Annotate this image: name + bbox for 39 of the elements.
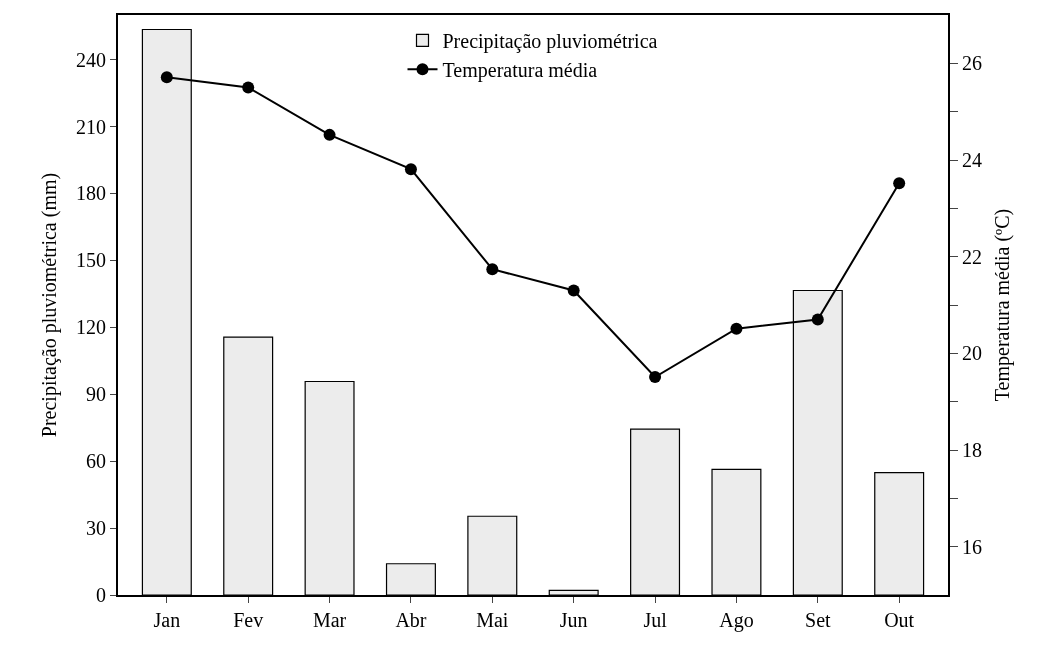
x-tick-label: Abr — [395, 609, 427, 631]
x-tick-label: Jun — [559, 609, 588, 631]
x-tick-label: Jul — [643, 609, 668, 631]
y-tick-label: 240 — [76, 48, 106, 71]
legend-label: Precipitação pluviométrica — [442, 30, 658, 54]
x-tick-label: Mai — [476, 609, 509, 631]
y-tick-label: 150 — [76, 249, 106, 272]
y2-tick-label: 18 — [962, 439, 982, 461]
y-tick-label: 180 — [76, 182, 106, 205]
x-tick-label: Out — [884, 609, 915, 631]
x-tick-label: Fev — [233, 609, 264, 631]
y-tick-label: 120 — [76, 316, 106, 339]
y-tick-label: 0 — [96, 584, 106, 606]
point — [486, 263, 499, 276]
legend-label: Temperatura média — [442, 59, 598, 83]
x-tick-label: Mar — [312, 609, 347, 631]
point — [730, 322, 743, 335]
y-axis-title: Precipitação pluviométrica (mm) — [38, 172, 61, 438]
y2-tick-label: 20 — [962, 342, 982, 365]
point — [567, 284, 580, 297]
point — [893, 177, 906, 190]
point — [242, 81, 255, 94]
y2-tick-label: 16 — [962, 535, 982, 558]
y-tick-label: 30 — [86, 517, 106, 540]
y-tick-label: 90 — [86, 383, 106, 406]
point — [323, 128, 336, 141]
y-tick-label: 210 — [76, 115, 106, 138]
y2-tick-label: 24 — [962, 149, 982, 171]
y2-tick-label: 22 — [962, 245, 982, 268]
point — [160, 71, 173, 84]
point — [649, 371, 662, 384]
point — [404, 163, 417, 176]
x-tick-label: Jan — [153, 609, 181, 631]
y2-axis-title: Temperatura média (ºC) — [991, 208, 1014, 402]
point — [811, 313, 824, 326]
x-tick-label: Ago — [719, 609, 754, 632]
y2-tick-label: 26 — [962, 52, 982, 75]
y-tick-label: 60 — [86, 450, 106, 473]
x-tick-label: Set — [805, 609, 832, 631]
